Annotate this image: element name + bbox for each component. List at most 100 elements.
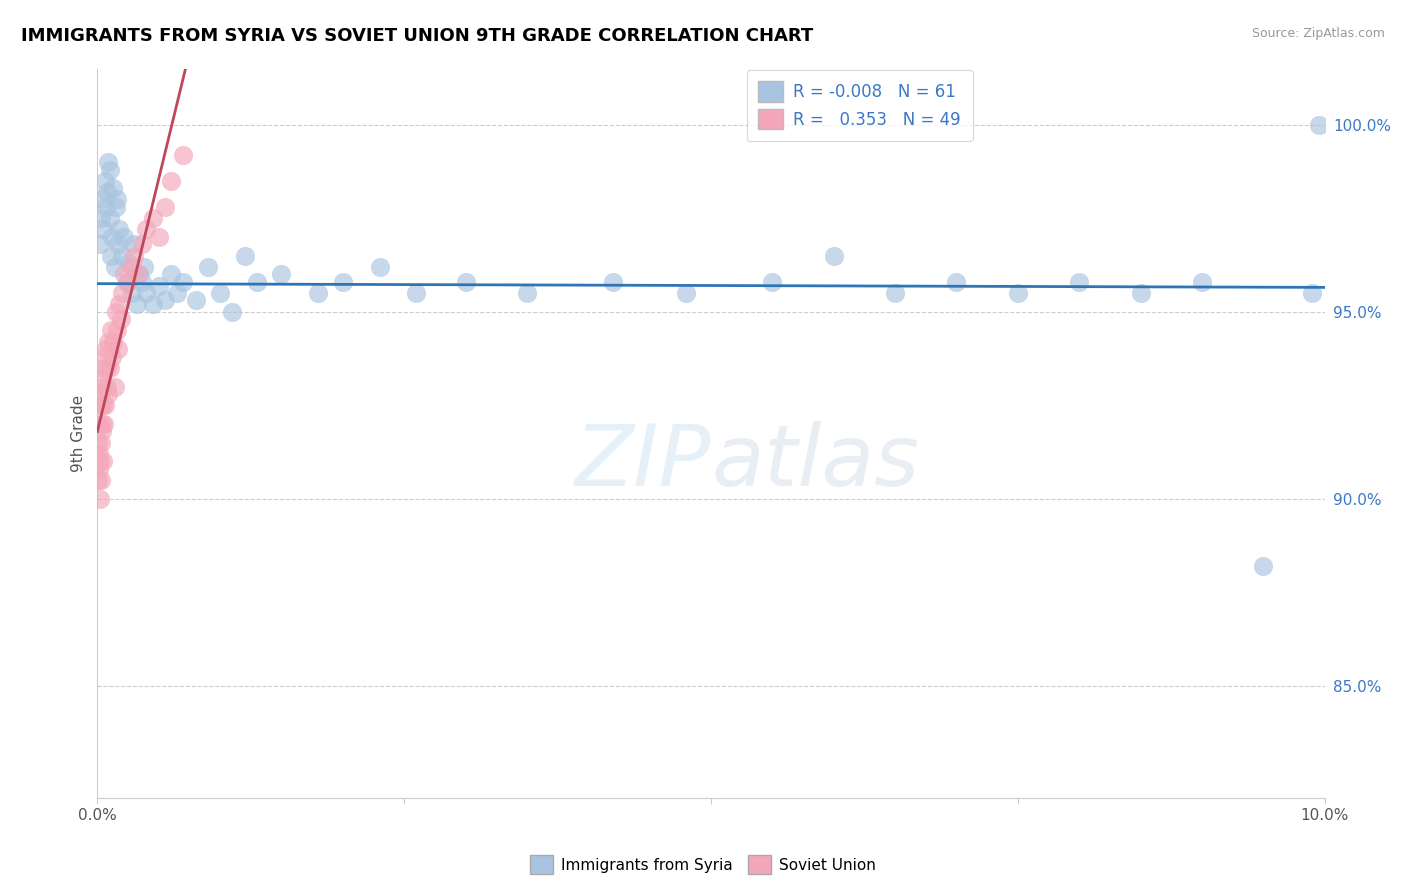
Point bbox=[87, 473, 110, 487]
Point bbox=[135, 222, 157, 236]
Point bbox=[761, 275, 783, 289]
Point bbox=[516, 285, 538, 300]
Point bbox=[197, 260, 219, 274]
Point bbox=[90, 211, 112, 226]
Point bbox=[884, 285, 907, 300]
Point bbox=[112, 267, 135, 281]
Point bbox=[125, 297, 148, 311]
Point bbox=[89, 454, 111, 468]
Legend: Immigrants from Syria, Soviet Union: Immigrants from Syria, Soviet Union bbox=[524, 849, 882, 880]
Point bbox=[98, 162, 121, 177]
Point bbox=[90, 435, 112, 450]
Point bbox=[131, 237, 153, 252]
Point bbox=[184, 293, 207, 308]
Point bbox=[121, 260, 143, 274]
Point bbox=[153, 293, 176, 308]
Point bbox=[209, 285, 232, 300]
Point bbox=[103, 260, 125, 274]
Point bbox=[1308, 118, 1330, 132]
Point bbox=[96, 185, 118, 199]
Point bbox=[103, 379, 125, 393]
Point bbox=[332, 275, 354, 289]
Point bbox=[1191, 275, 1213, 289]
Point bbox=[368, 260, 391, 274]
Point bbox=[112, 230, 135, 244]
Point bbox=[91, 360, 114, 375]
Point bbox=[1069, 275, 1091, 289]
Point bbox=[1253, 559, 1275, 574]
Point bbox=[122, 249, 145, 263]
Point bbox=[246, 275, 269, 289]
Point bbox=[122, 237, 145, 252]
Point bbox=[602, 275, 624, 289]
Point bbox=[90, 417, 112, 431]
Point bbox=[1007, 285, 1029, 300]
Point bbox=[87, 417, 110, 431]
Point bbox=[172, 147, 194, 161]
Point bbox=[115, 275, 138, 289]
Point bbox=[233, 249, 256, 263]
Text: Source: ZipAtlas.com: Source: ZipAtlas.com bbox=[1251, 27, 1385, 40]
Point bbox=[96, 360, 118, 375]
Point bbox=[1129, 285, 1152, 300]
Point bbox=[97, 387, 120, 401]
Point bbox=[127, 267, 149, 281]
Point bbox=[96, 379, 118, 393]
Point bbox=[166, 285, 188, 300]
Point bbox=[675, 285, 697, 300]
Point bbox=[94, 200, 117, 214]
Point bbox=[270, 267, 292, 281]
Point bbox=[100, 323, 122, 337]
Point bbox=[100, 249, 122, 263]
Point bbox=[91, 454, 114, 468]
Point bbox=[108, 297, 131, 311]
Y-axis label: 9th Grade: 9th Grade bbox=[72, 395, 86, 472]
Point bbox=[142, 297, 165, 311]
Point bbox=[105, 323, 128, 337]
Point bbox=[148, 230, 170, 244]
Point bbox=[823, 249, 845, 263]
Point bbox=[91, 398, 114, 412]
Point bbox=[160, 174, 183, 188]
Point bbox=[135, 285, 157, 300]
Point bbox=[90, 372, 112, 386]
Point bbox=[93, 350, 115, 364]
Point bbox=[118, 256, 141, 270]
Point bbox=[108, 222, 131, 236]
Point bbox=[148, 278, 170, 293]
Point bbox=[94, 398, 117, 412]
Point bbox=[94, 342, 117, 356]
Point bbox=[117, 275, 139, 289]
Point bbox=[454, 275, 477, 289]
Point bbox=[107, 237, 129, 252]
Point bbox=[405, 285, 427, 300]
Point bbox=[111, 285, 134, 300]
Point bbox=[89, 237, 111, 252]
Point bbox=[110, 312, 132, 326]
Point bbox=[128, 267, 150, 281]
Point bbox=[93, 174, 115, 188]
Point bbox=[89, 387, 111, 401]
Point bbox=[87, 462, 110, 476]
Point bbox=[91, 425, 114, 439]
Point bbox=[172, 275, 194, 289]
Point bbox=[142, 211, 165, 226]
Point bbox=[104, 200, 127, 214]
Point bbox=[221, 304, 243, 318]
Point bbox=[104, 304, 127, 318]
Legend: R = -0.008   N = 61, R =   0.353   N = 49: R = -0.008 N = 61, R = 0.353 N = 49 bbox=[747, 70, 973, 141]
Point bbox=[103, 334, 125, 349]
Point bbox=[97, 334, 120, 349]
Point bbox=[98, 211, 121, 226]
Text: IMMIGRANTS FROM SYRIA VS SOVIET UNION 9TH GRADE CORRELATION CHART: IMMIGRANTS FROM SYRIA VS SOVIET UNION 9T… bbox=[21, 27, 813, 45]
Point bbox=[132, 260, 155, 274]
Point bbox=[93, 417, 115, 431]
Point bbox=[89, 491, 111, 506]
Text: ZIP: ZIP bbox=[575, 421, 711, 504]
Point bbox=[97, 155, 120, 169]
Point bbox=[153, 200, 176, 214]
Point bbox=[945, 275, 967, 289]
Point bbox=[90, 473, 112, 487]
Text: atlas: atlas bbox=[711, 421, 920, 504]
Point bbox=[91, 193, 114, 207]
